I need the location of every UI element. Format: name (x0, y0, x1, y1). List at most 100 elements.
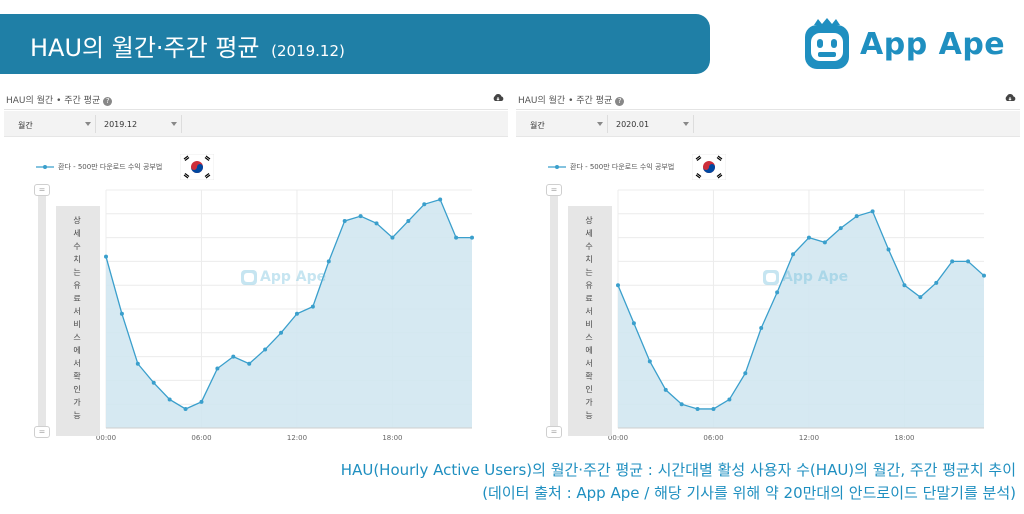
panel-header: HAU의 월간 • 주간 평균? (516, 88, 1020, 110)
controls-bar: 월간 2020.01 (516, 111, 1020, 137)
slider-handle-top[interactable]: = (546, 184, 562, 196)
data-point (950, 259, 955, 264)
data-point (902, 283, 907, 288)
data-point (727, 397, 732, 402)
data-point (982, 273, 986, 278)
data-point (966, 259, 971, 264)
panel-title: HAU의 월간 • 주간 평균? (518, 93, 625, 106)
paywall-note: 상세수치는 유료서비스에서 확인가능 (568, 206, 612, 436)
help-icon[interactable]: ? (615, 97, 625, 106)
title-banner: HAU의 월간·주간 평균 (2019.12) (0, 14, 710, 74)
hau-panel-right: HAU의 월간 • 주간 평균? 월간 2020.01 환다 - 500만 다운… (516, 88, 1020, 450)
slider-handle-bottom[interactable]: = (34, 426, 50, 438)
x-tick-label: 12:00 (287, 434, 307, 442)
series-line (617, 210, 985, 410)
watermark-logo-icon (763, 270, 779, 285)
cloud-download-icon[interactable] (1004, 93, 1016, 102)
x-tick-label: 00:00 (96, 434, 116, 442)
y-range-slider[interactable]: = = (546, 184, 562, 438)
data-point (806, 235, 811, 240)
data-point (342, 218, 347, 223)
legend-line-marker (36, 165, 54, 169)
caption-line-1: HAU(Hourly Active Users)의 월간·주간 평균 : 시간대… (340, 461, 1016, 479)
watermark-logo-icon (241, 270, 257, 285)
series-area (618, 211, 984, 428)
legend-label: 환다 - 500만 다운로드 수익 공부법 (58, 163, 163, 171)
data-point (743, 371, 748, 376)
month-select[interactable]: 2019.12 (98, 115, 182, 133)
data-point (775, 290, 780, 295)
y-range-slider[interactable]: = = (34, 184, 50, 438)
slider-track[interactable] (550, 190, 558, 432)
data-point (374, 221, 379, 226)
data-point (870, 209, 875, 214)
data-point (183, 406, 188, 411)
series-line (105, 198, 472, 410)
x-tick-label: 12:00 (799, 434, 819, 442)
watermark: App Ape (762, 268, 848, 286)
month-select-value: 2019.12 (104, 120, 138, 129)
banner-title: HAU의 월간·주간 평균 (2019.12) (30, 28, 345, 63)
period-select[interactable]: 월간 (12, 115, 96, 133)
chart-legend[interactable]: 환다 - 500만 다운로드 수익 공부법 (548, 162, 674, 172)
legend-label: 환다 - 500만 다운로드 수익 공부법 (570, 163, 675, 171)
data-point (310, 304, 315, 309)
data-point (791, 252, 796, 257)
month-select-value: 2020.01 (616, 120, 650, 129)
data-point (759, 326, 764, 331)
data-point (247, 361, 252, 366)
period-select[interactable]: 월간 (524, 115, 608, 133)
data-point (119, 311, 124, 316)
slider-track[interactable] (38, 190, 46, 432)
data-point (454, 235, 459, 240)
chevron-down-icon (85, 122, 91, 126)
month-select[interactable]: 2020.01 (610, 115, 694, 133)
data-point (422, 202, 427, 207)
help-icon[interactable]: ? (103, 97, 113, 106)
legend-line-marker (548, 165, 566, 169)
panel-title: HAU의 월간 • 주간 평균? (6, 93, 113, 106)
watermark-text: App Ape (260, 269, 327, 285)
x-tick-label: 06:00 (191, 434, 211, 442)
data-point (695, 406, 700, 411)
data-point (135, 361, 140, 366)
hau-panel-left: HAU의 월간 • 주간 평균? 월간 2019.12 환다 - 500만 다운… (4, 88, 508, 450)
data-point (822, 240, 827, 245)
data-point (294, 311, 299, 316)
panel-title-text: HAU의 월간 • 주간 평균 (518, 96, 613, 106)
period-select-value: 월간 (530, 121, 545, 130)
series-area (106, 199, 472, 428)
panel-title-text: HAU의 월간 • 주간 평균 (6, 96, 101, 106)
hau-chart: 00:00 06:00 12:00 18:00 (608, 189, 986, 442)
data-point (326, 259, 331, 264)
data-point (104, 254, 108, 259)
chevron-down-icon (597, 122, 603, 126)
data-point (631, 321, 636, 326)
cloud-download-icon[interactable] (492, 93, 504, 102)
x-tick-label: 06:00 (703, 434, 723, 442)
data-point (918, 295, 923, 300)
watermark-text: App Ape (782, 269, 849, 285)
data-point (279, 330, 284, 335)
data-point (406, 218, 411, 223)
watermark: App Ape (240, 268, 326, 286)
data-point (854, 214, 859, 219)
logo-text: App Ape (860, 26, 1006, 62)
data-point (647, 359, 652, 364)
data-point (616, 283, 620, 288)
data-point (679, 402, 684, 407)
data-point (358, 214, 363, 219)
chart-legend[interactable]: 환다 - 500만 다운로드 수익 공부법 (36, 162, 162, 172)
x-tick-label: 18:00 (382, 434, 402, 442)
data-point (231, 354, 236, 359)
data-point (711, 406, 716, 411)
data-point (263, 347, 268, 352)
data-point (886, 247, 891, 252)
data-point (167, 397, 172, 402)
slider-handle-bottom[interactable]: = (546, 426, 562, 438)
slider-handle-top[interactable]: = (34, 184, 50, 196)
hau-chart: 00:00 06:00 12:00 18:00 (96, 189, 474, 442)
data-point (438, 197, 443, 202)
chevron-down-icon (171, 122, 177, 126)
